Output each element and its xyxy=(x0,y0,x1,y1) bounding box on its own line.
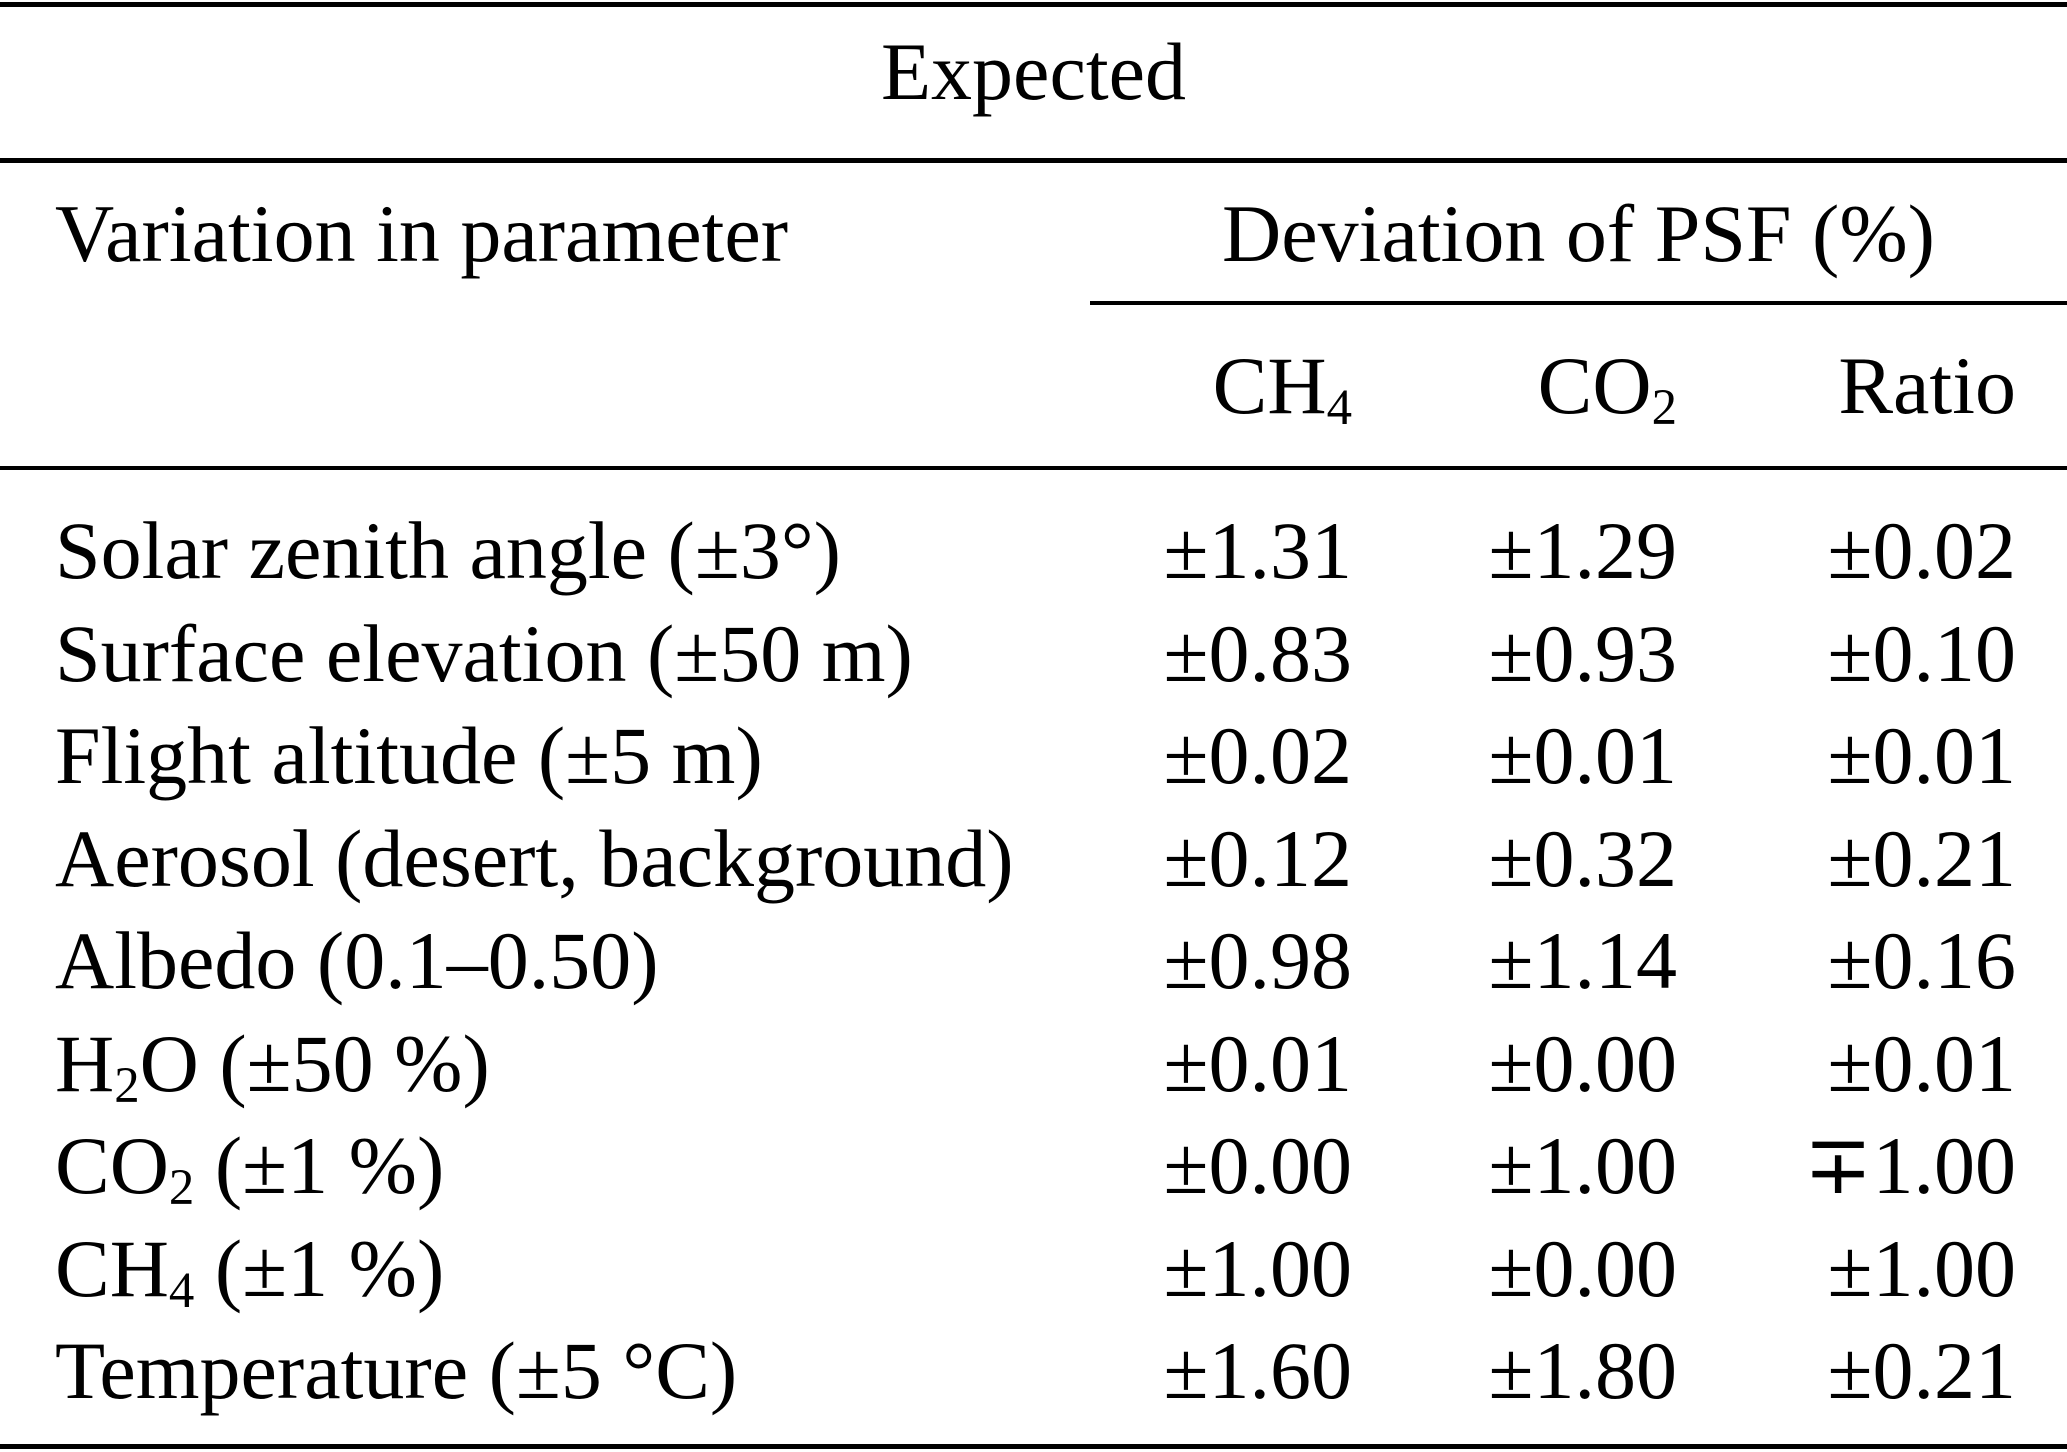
table-row: Solar zenith angle (±3°) ±1.31 ±1.29 ±0.02 xyxy=(0,500,2016,603)
cell-ch4: ±0.98 xyxy=(1163,915,1352,1006)
cell-ratio: ±0.02 xyxy=(1827,505,2016,596)
table-row: Aerosol (desert, background) ±0.12 ±0.32 ±0… xyxy=(0,808,2016,911)
cell-ratio: ∓1.00 xyxy=(1803,1120,2016,1211)
subheader-spacer xyxy=(0,345,1090,427)
cell-co2: ±1.14 xyxy=(1488,915,1677,1006)
column-header-ch4: CH4 xyxy=(1212,340,1352,436)
spanner-title: Expected xyxy=(880,26,1187,117)
cell-co2: ±1.29 xyxy=(1488,505,1677,596)
table-row: Albedo (0.1–0.50) ±0.98 ±1.14 ±0.16 xyxy=(0,910,2016,1013)
subheader-row: CH4 CO2 Ratio xyxy=(0,340,2016,436)
row-parameter: Flight altitude (±5 m) xyxy=(55,710,763,801)
cell-co2: ±0.00 xyxy=(1488,1017,1677,1109)
bottom-rule xyxy=(0,1444,2067,1449)
cell-ratio: ±0.21 xyxy=(1827,1325,2016,1416)
table-row: Temperature (±5 °C) ±1.60 ±1.80 ±0.21 xyxy=(0,1320,2016,1423)
cell-co2: ±0.32 xyxy=(1488,812,1677,904)
cell-co2: ±0.00 xyxy=(1488,1222,1677,1314)
row-parameter: Surface elevation (±50 m) xyxy=(55,607,913,699)
top-rule xyxy=(0,2,2067,7)
row-parameter: CO2 (±1 %) xyxy=(55,1120,445,1216)
table-row: Flight altitude (±5 m) ±0.02 ±0.01 ±0.01 xyxy=(0,705,2016,808)
table-row: CH4 (±1 %) ±1.00 ±0.00 ±1.00 xyxy=(0,1218,2016,1321)
cell-co2: ±0.01 xyxy=(1488,710,1677,801)
row-parameter: CH4 (±1 %) xyxy=(55,1222,445,1318)
row-parameter: Aerosol (desert, background) xyxy=(55,812,1014,904)
cell-ch4: ±0.83 xyxy=(1163,607,1352,699)
cell-ch4: ±0.12 xyxy=(1163,812,1352,904)
row-parameter: Temperature (±5 °C) xyxy=(55,1325,738,1416)
row-parameter: H2O (±50 %) xyxy=(55,1017,490,1113)
group-header-deviation: Deviation of PSF (%) xyxy=(1222,188,1935,279)
cell-ratio: ±0.21 xyxy=(1827,812,2016,904)
cell-ch4: ±0.02 xyxy=(1163,710,1352,801)
cell-ch4: ±1.31 xyxy=(1163,505,1352,596)
table-row: H2O (±50 %) ±0.01 ±0.00 ±0.01 xyxy=(0,1013,2016,1116)
column-header-co2: CO2 xyxy=(1537,340,1677,436)
rule-below-headers xyxy=(0,466,2067,470)
table-row: Surface elevation (±50 m) ±0.83 ±0.93 ±0.10 xyxy=(0,603,2016,706)
cell-ratio: ±1.00 xyxy=(1827,1222,2016,1314)
cell-ch4: ±0.00 xyxy=(1163,1120,1352,1211)
cell-ratio: ±0.01 xyxy=(1827,1017,2016,1109)
cell-ratio: ±0.16 xyxy=(1827,915,2016,1006)
rule-below-spanner xyxy=(0,158,2067,163)
cell-co2: ±0.93 xyxy=(1488,607,1677,699)
cell-ratio: ±0.01 xyxy=(1827,710,2016,801)
table-row: CO2 (±1 %) ±0.00 ±1.00 ∓1.00 xyxy=(0,1115,2016,1218)
column-header-parameter: Variation in parameter xyxy=(55,188,789,279)
row-parameter: Albedo (0.1–0.50) xyxy=(55,915,659,1006)
cell-co2: ±1.00 xyxy=(1488,1120,1677,1211)
table-body: Solar zenith angle (±3°) ±1.31 ±1.29 ±0.02 S… xyxy=(0,470,2016,1423)
partial-rule-deviation-group xyxy=(1090,301,2067,305)
cell-co2: ±1.80 xyxy=(1488,1325,1677,1416)
row-parameter: Solar zenith angle (±3°) xyxy=(55,505,841,596)
cell-ch4: ±0.01 xyxy=(1163,1017,1352,1109)
cell-ch4: ±1.60 xyxy=(1163,1325,1352,1416)
cell-ch4: ±1.00 xyxy=(1163,1222,1352,1314)
column-header-ratio: Ratio xyxy=(1838,340,2016,431)
cell-ratio: ±0.10 xyxy=(1827,607,2016,699)
